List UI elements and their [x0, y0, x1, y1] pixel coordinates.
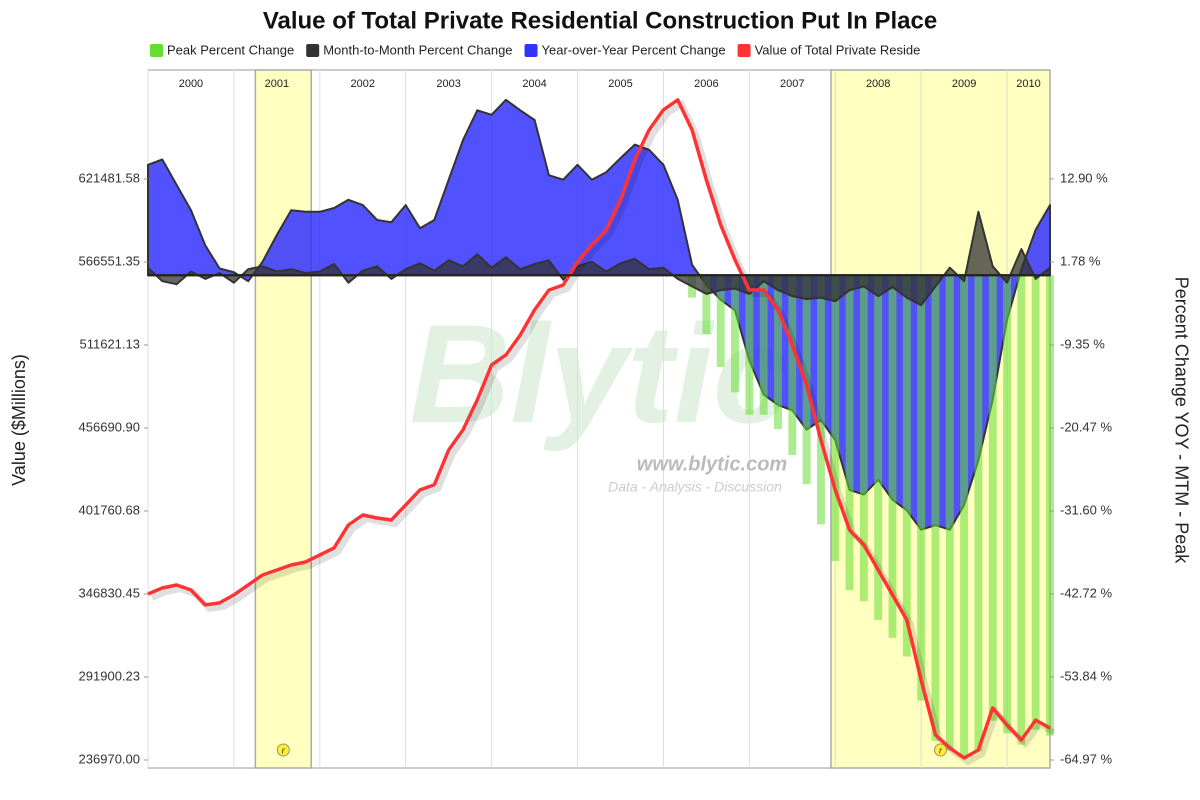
- watermark-url: www.blytic.com: [637, 453, 787, 475]
- y-tick-label: 456690.90: [79, 419, 140, 434]
- x-tick-label: 2007: [780, 78, 804, 90]
- y-tick-label: 236970.00: [79, 751, 140, 766]
- peak-bar: [859, 275, 868, 602]
- peak-bar: [1003, 275, 1011, 734]
- x-tick-label: 2005: [608, 78, 632, 90]
- y-tick-label: 346830.45: [79, 585, 140, 600]
- x-tick-label: 2009: [952, 78, 976, 90]
- peak-bar: [845, 275, 854, 591]
- y-tick-label: 566551.35: [79, 253, 140, 268]
- y2-tick-label: -9.35 %: [1060, 336, 1105, 351]
- peak-bar: [1017, 275, 1026, 745]
- y-tick-label: 291900.23: [79, 668, 140, 683]
- watermark: Blytic www.blytic.com Data - Analysis - …: [409, 295, 790, 495]
- peak-bar: [816, 275, 825, 525]
- legend-swatch: [306, 44, 320, 57]
- x-tick-label: 2001: [265, 78, 289, 90]
- chart-title: Value of Total Private Residential Const…: [263, 7, 937, 34]
- peak-bar: [988, 275, 997, 721]
- peak-bar: [831, 275, 840, 562]
- legend-label: Value of Total Private Reside: [755, 42, 921, 57]
- watermark-logo: Blytic: [409, 295, 790, 452]
- peak-bar: [1046, 275, 1054, 736]
- line: [147, 98, 1051, 760]
- x-tick-label: 2008: [866, 78, 890, 90]
- recession-marker: [933, 743, 947, 757]
- peak-bar: [945, 275, 954, 751]
- data-layer: [147, 98, 1056, 766]
- y-axis-label: Value ($Millions): [9, 354, 29, 486]
- y-tick-label: 511621.13: [80, 336, 141, 351]
- watermark-tagline: Data - Analysis - Discussion: [608, 479, 782, 495]
- x-tick-label: 2010: [1016, 78, 1040, 90]
- y2-tick-label: -20.47 %: [1060, 419, 1112, 434]
- peak-bar: [731, 275, 739, 393]
- legend-label: Peak Percent Change: [167, 42, 294, 57]
- y2-tick-label: 12.90 %: [1060, 170, 1108, 185]
- peak-bar: [960, 275, 969, 758]
- legend-label: Month-to-Month Percent Change: [323, 42, 512, 57]
- peak-bar: [716, 275, 725, 367]
- peak-bar: [874, 275, 883, 620]
- y2-tick-label: -64.97 %: [1060, 751, 1112, 766]
- y2-axis-label: Percent Change YOY - MTM - Peak: [1171, 277, 1191, 564]
- peak-bar: [774, 275, 782, 429]
- peak-bar: [1031, 275, 1040, 730]
- peak-bar: [702, 275, 711, 335]
- peak-bar: [888, 275, 897, 638]
- recession-band: [254, 69, 312, 769]
- legend-label: Year-over-Year Percent Change: [542, 42, 726, 57]
- y-tick-label: 621481.58: [79, 170, 140, 185]
- recession-marker-label: r: [282, 745, 286, 755]
- peak-bar: [917, 275, 926, 701]
- y2-tick-label: -53.84 %: [1060, 668, 1112, 683]
- peak-bar: [759, 275, 768, 415]
- y-tick-label: 401760.68: [79, 502, 140, 517]
- area: [147, 210, 1051, 307]
- peak-bar: [931, 275, 940, 741]
- legend-swatch: [150, 44, 163, 57]
- axes-layer: r r 2000 2001 2002 2003 2004 2005 2006 2007 2008 20…: [79, 78, 1113, 767]
- legend: Peak Percent Change Month-to-Month Percen…: [150, 42, 920, 57]
- x-tick-label: 2000: [179, 78, 203, 90]
- peak-bar: [902, 275, 911, 657]
- peak-bar: [788, 275, 797, 456]
- peak-bar: [745, 275, 754, 415]
- legend-swatch: [737, 44, 751, 57]
- recession-marker-label: r: [939, 745, 943, 755]
- x-tick-label: 2006: [694, 78, 718, 90]
- x-tick-label: 2004: [522, 78, 546, 90]
- y2-tick-label: 1.78 %: [1060, 253, 1101, 268]
- y2-tick-label: -42.72 %: [1060, 585, 1112, 600]
- legend-swatch: [524, 44, 538, 57]
- peak-bar: [802, 275, 811, 485]
- x-tick-label: 2002: [351, 78, 375, 90]
- peak-bar: [974, 275, 983, 752]
- recession-marker: [276, 743, 290, 757]
- x-tick-label: 2003: [436, 78, 460, 90]
- y2-tick-label: -31.60 %: [1060, 502, 1112, 517]
